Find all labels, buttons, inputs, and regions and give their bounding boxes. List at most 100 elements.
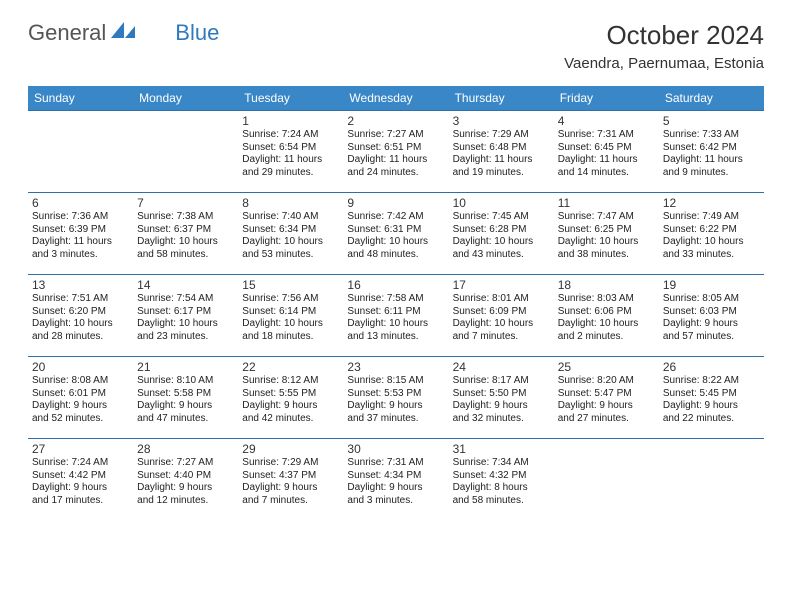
day-number: 22 — [242, 360, 339, 374]
calendar-cell: 15Sunrise: 7:56 AMSunset: 6:14 PMDayligh… — [238, 275, 343, 357]
day-number: 18 — [558, 278, 655, 292]
cell-line: Daylight: 11 hours — [32, 236, 129, 249]
cell-line: Daylight: 11 hours — [558, 154, 655, 167]
cell-line: and 42 minutes. — [242, 413, 339, 426]
cell-line: and 58 minutes. — [453, 495, 550, 508]
cell-line: and 22 minutes. — [663, 413, 760, 426]
calendar-cell: 20Sunrise: 8:08 AMSunset: 6:01 PMDayligh… — [28, 357, 133, 439]
day-header: Thursday — [449, 86, 554, 111]
cell-line: Daylight: 9 hours — [347, 482, 444, 495]
cell-line: Sunset: 6:22 PM — [663, 224, 760, 237]
cell-line: Sunrise: 7:24 AM — [32, 457, 129, 470]
cell-line: and 17 minutes. — [32, 495, 129, 508]
cell-line: Daylight: 9 hours — [32, 400, 129, 413]
cell-line: and 23 minutes. — [137, 331, 234, 344]
cell-line: Sunrise: 7:47 AM — [558, 211, 655, 224]
cell-line: Daylight: 10 hours — [663, 236, 760, 249]
calendar-cell: 23Sunrise: 8:15 AMSunset: 5:53 PMDayligh… — [343, 357, 448, 439]
day-number: 19 — [663, 278, 760, 292]
cell-line: Sunrise: 8:03 AM — [558, 293, 655, 306]
day-number: 10 — [453, 196, 550, 210]
cell-line: Sunset: 6:37 PM — [137, 224, 234, 237]
day-header: Wednesday — [343, 86, 448, 111]
cell-line: Sunrise: 7:56 AM — [242, 293, 339, 306]
cell-line: Sunset: 6:17 PM — [137, 306, 234, 319]
calendar-cell: 17Sunrise: 8:01 AMSunset: 6:09 PMDayligh… — [449, 275, 554, 357]
cell-line: and 14 minutes. — [558, 167, 655, 180]
month-title: October 2024 — [564, 20, 764, 51]
cell-line: Sunset: 5:58 PM — [137, 388, 234, 401]
cell-line: Daylight: 11 hours — [663, 154, 760, 167]
cell-line: Sunset: 6:48 PM — [453, 142, 550, 155]
cell-line: Daylight: 11 hours — [242, 154, 339, 167]
cell-line: and 12 minutes. — [137, 495, 234, 508]
cell-line: Sunset: 4:34 PM — [347, 470, 444, 483]
calendar-cell — [133, 111, 238, 193]
day-header: Friday — [554, 86, 659, 111]
calendar-cell: 31Sunrise: 7:34 AMSunset: 4:32 PMDayligh… — [449, 439, 554, 521]
cell-line: Daylight: 9 hours — [242, 400, 339, 413]
cell-line: Sunset: 4:37 PM — [242, 470, 339, 483]
day-header: Monday — [133, 86, 238, 111]
cell-line: Sunset: 6:31 PM — [347, 224, 444, 237]
cell-line: Sunrise: 8:08 AM — [32, 375, 129, 388]
calendar-cell: 7Sunrise: 7:38 AMSunset: 6:37 PMDaylight… — [133, 193, 238, 275]
cell-line: Sunset: 5:53 PM — [347, 388, 444, 401]
calendar-week: 6Sunrise: 7:36 AMSunset: 6:39 PMDaylight… — [28, 193, 764, 275]
day-number: 12 — [663, 196, 760, 210]
cell-line: Sunrise: 8:20 AM — [558, 375, 655, 388]
cell-line: and 57 minutes. — [663, 331, 760, 344]
cell-line: Sunrise: 7:29 AM — [453, 129, 550, 142]
cell-line: Sunset: 6:28 PM — [453, 224, 550, 237]
cell-line: Sunset: 5:47 PM — [558, 388, 655, 401]
calendar-cell: 2Sunrise: 7:27 AMSunset: 6:51 PMDaylight… — [343, 111, 448, 193]
calendar-cell: 1Sunrise: 7:24 AMSunset: 6:54 PMDaylight… — [238, 111, 343, 193]
cell-line: Sunrise: 8:22 AM — [663, 375, 760, 388]
cell-line: Daylight: 11 hours — [347, 154, 444, 167]
cell-line: Daylight: 10 hours — [453, 236, 550, 249]
cell-line: Sunrise: 7:38 AM — [137, 211, 234, 224]
cell-line: Daylight: 9 hours — [137, 400, 234, 413]
cell-line: and 13 minutes. — [347, 331, 444, 344]
day-header: Saturday — [659, 86, 764, 111]
cell-line: and 33 minutes. — [663, 249, 760, 262]
cell-line: Daylight: 9 hours — [347, 400, 444, 413]
day-number: 9 — [347, 196, 444, 210]
cell-line: Daylight: 9 hours — [558, 400, 655, 413]
calendar-cell — [659, 439, 764, 521]
cell-line: Daylight: 10 hours — [242, 236, 339, 249]
cell-line: and 43 minutes. — [453, 249, 550, 262]
cell-line: Sunrise: 7:45 AM — [453, 211, 550, 224]
cell-line: Daylight: 10 hours — [242, 318, 339, 331]
day-number: 13 — [32, 278, 129, 292]
day-number: 21 — [137, 360, 234, 374]
cell-line: Sunset: 6:45 PM — [558, 142, 655, 155]
cell-line: Sunrise: 8:10 AM — [137, 375, 234, 388]
logo-blue: Blue — [175, 20, 219, 46]
cell-line: Sunrise: 7:34 AM — [453, 457, 550, 470]
calendar-cell: 26Sunrise: 8:22 AMSunset: 5:45 PMDayligh… — [659, 357, 764, 439]
cell-line: and 3 minutes. — [347, 495, 444, 508]
cell-line: Sunset: 4:32 PM — [453, 470, 550, 483]
day-number: 15 — [242, 278, 339, 292]
day-number: 8 — [242, 196, 339, 210]
page-header: General Blue October 2024 Vaendra, Paern… — [28, 20, 764, 72]
cell-line: and 38 minutes. — [558, 249, 655, 262]
day-header: Tuesday — [238, 86, 343, 111]
cell-line: and 27 minutes. — [558, 413, 655, 426]
cell-line: Sunset: 6:09 PM — [453, 306, 550, 319]
calendar-head: SundayMondayTuesdayWednesdayThursdayFrid… — [28, 86, 764, 111]
cell-line: Sunset: 6:14 PM — [242, 306, 339, 319]
day-number: 11 — [558, 196, 655, 210]
calendar-cell: 28Sunrise: 7:27 AMSunset: 4:40 PMDayligh… — [133, 439, 238, 521]
logo-sail-icon — [111, 22, 137, 45]
calendar-cell: 30Sunrise: 7:31 AMSunset: 4:34 PMDayligh… — [343, 439, 448, 521]
calendar-cell: 22Sunrise: 8:12 AMSunset: 5:55 PMDayligh… — [238, 357, 343, 439]
cell-line: Sunrise: 7:40 AM — [242, 211, 339, 224]
cell-line: and 9 minutes. — [663, 167, 760, 180]
calendar-cell: 5Sunrise: 7:33 AMSunset: 6:42 PMDaylight… — [659, 111, 764, 193]
cell-line: Daylight: 10 hours — [32, 318, 129, 331]
cell-line: Sunrise: 7:58 AM — [347, 293, 444, 306]
calendar-cell: 21Sunrise: 8:10 AMSunset: 5:58 PMDayligh… — [133, 357, 238, 439]
day-number: 27 — [32, 442, 129, 456]
